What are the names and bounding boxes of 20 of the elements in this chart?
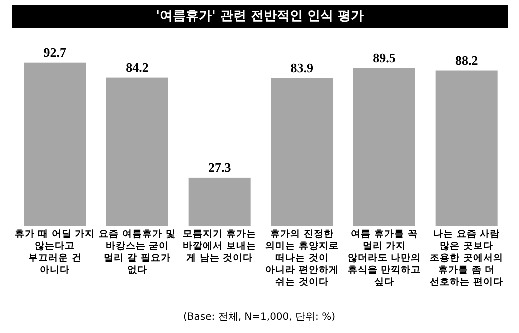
bar: [271, 78, 334, 226]
bar: [24, 62, 86, 226]
x-tick-label: 여름 휴가를 꼭 멀리 가지 않더라도 나만의 휴식을 만끽하고 싶다: [346, 229, 422, 289]
x-tick-label: 요즘 여름휴가 및 바캉스는 굳이 멀리 갈 필요가 없다: [98, 229, 177, 277]
text: (Base: 전체, N=1,000, 단위: %): [182, 311, 336, 324]
bar: [106, 78, 168, 226]
bar: [354, 68, 416, 226]
x-tick-label: 나는 요즘 사람 많은 곳보다 조용한 곳에서의 휴가를 좀 더 선호하는 편이다: [429, 229, 504, 289]
data-label: 83.9: [290, 60, 314, 76]
data-label: 27.3: [208, 160, 232, 175]
bar: [188, 178, 251, 226]
bar: [436, 70, 498, 226]
x-tick-label: 휴가 때 어딜 가지 않는다고 부끄러운 건 아니다: [15, 229, 96, 277]
chart-title: '여름휴가' 관련 전반적인 인식 평가: [12, 5, 508, 28]
data-label: 92.7: [44, 44, 68, 60]
data-label: 88.2: [455, 52, 478, 68]
data-label: 89.5: [373, 50, 396, 66]
x-tick-label: 휴가의 진정한 의미는 휴양지로 떠나는 것이 아니라 편안하게 쉬는 것이다: [264, 229, 340, 289]
data-label: 84.2: [126, 60, 149, 75]
x-tick-label: 모름지기 휴가는 바깥에서 보내는 게 남는 것이다: [182, 229, 258, 265]
